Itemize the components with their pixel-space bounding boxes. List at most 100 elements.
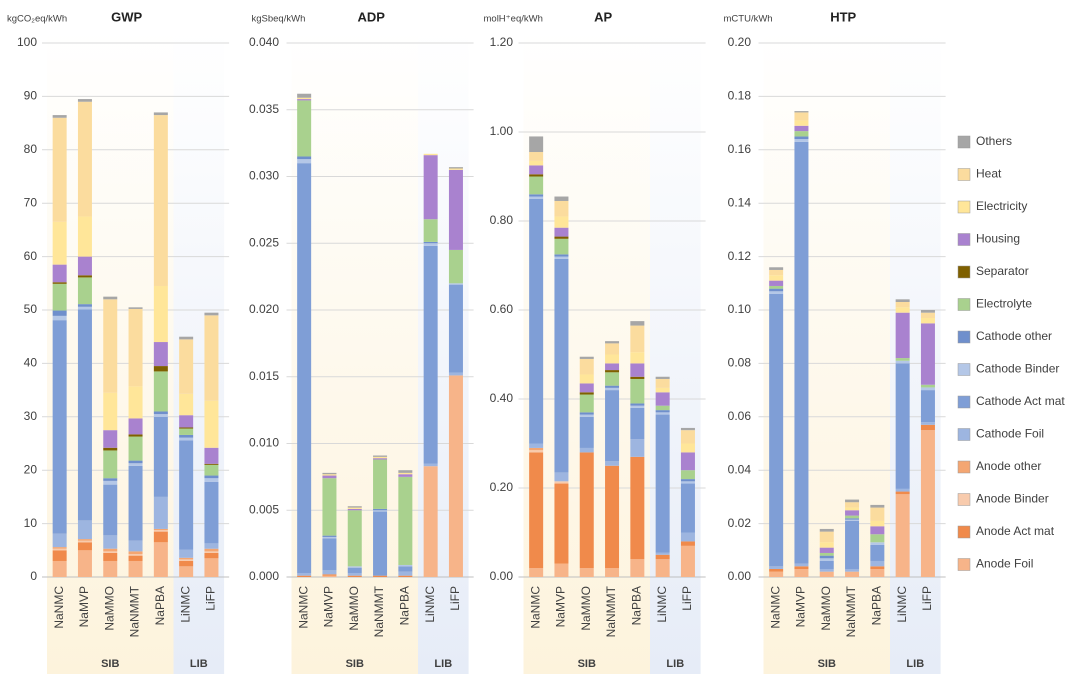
group-label: SIB [346, 658, 364, 670]
bar-segment [52, 282, 67, 284]
bar-segment [769, 288, 784, 292]
bar-segment [77, 306, 92, 310]
bar-segment [655, 378, 670, 388]
bar-segment [794, 139, 809, 142]
bar-segment [297, 163, 312, 573]
bar-segment [52, 117, 67, 222]
bar-segment [448, 249, 463, 284]
legend-label: Electricity [976, 199, 1027, 213]
legend-label: Cathode other [976, 329, 1052, 343]
bar-segment [347, 507, 362, 509]
group-label: SIB [578, 658, 596, 670]
bar-segment [322, 536, 337, 539]
bar-segment [769, 267, 784, 270]
y-tick-label: 30 [24, 409, 38, 423]
bar-segment [554, 563, 569, 577]
y-tick-label: 0.00 [490, 569, 514, 583]
bar-segment [920, 430, 935, 577]
y-tick-label: 0.010 [249, 436, 279, 450]
bar-segment [630, 456, 645, 560]
bar-segment [529, 450, 544, 453]
bar-segment [554, 483, 569, 564]
bar-segment [423, 155, 438, 220]
bar-segment [103, 430, 118, 448]
bar-segment [322, 575, 337, 577]
y-tick-label: 40 [24, 356, 38, 370]
bar-segment [52, 550, 67, 561]
bar-segment [680, 452, 695, 471]
bar-segment [920, 384, 935, 388]
bar-segment [204, 475, 219, 479]
bar-segment [204, 312, 219, 316]
x-tick-label: NaMVP [77, 586, 91, 627]
bar-segment [895, 491, 910, 495]
bar-segment [630, 559, 645, 577]
bar-segment [579, 412, 594, 415]
bar-segment [423, 241, 438, 244]
bar-segment [153, 496, 168, 529]
chart-title: HTP [830, 9, 856, 24]
bar-segment [77, 101, 92, 217]
y-axis-label: molH⁺eq/kWh [484, 14, 543, 25]
x-tick-label: NaPBA [630, 586, 644, 625]
bar-segment [920, 312, 935, 319]
bar-segment [448, 167, 463, 169]
bar-segment [579, 392, 594, 395]
bar-segment [920, 390, 935, 423]
bar-segment [794, 120, 809, 126]
legend-label: Anode Binder [976, 492, 1049, 506]
y-tick-label: 1.20 [490, 35, 514, 49]
bar-segment [128, 308, 143, 387]
bar-segment [179, 566, 194, 577]
legend-label: Anode Foil [976, 557, 1033, 571]
bar-segment [870, 507, 885, 521]
bar-segment [128, 386, 143, 419]
bar-segment [297, 572, 312, 576]
bar-segment [103, 299, 118, 393]
bar-segment [77, 277, 92, 305]
bar-segment [153, 342, 168, 367]
y-tick-label: 0.02 [728, 516, 752, 530]
bar-segment [895, 358, 910, 361]
bar-segment [52, 548, 67, 551]
bar-segment [128, 418, 143, 435]
bar-segment [554, 227, 569, 237]
bar-segment [845, 571, 860, 577]
bar-segment [554, 256, 569, 259]
bar-segment [373, 456, 388, 459]
bar-segment [322, 570, 337, 575]
bar-segment [895, 307, 910, 313]
bar-segment [895, 363, 910, 489]
bar-segment [579, 358, 594, 375]
y-tick-label: 1.00 [490, 124, 514, 138]
bar-segment [448, 375, 463, 577]
bar-segment [655, 376, 670, 379]
bar-segment [153, 112, 168, 116]
y-tick-label: 0.015 [249, 369, 279, 383]
bar-segment [204, 481, 219, 544]
legend-label: Cathode Binder [976, 362, 1059, 376]
y-tick-label: 0.10 [728, 302, 752, 316]
bar-segment [423, 153, 438, 156]
bar-segment [153, 411, 168, 415]
bar-segment [794, 111, 809, 113]
x-tick-label: NaPBA [870, 586, 884, 625]
bar-segment [630, 376, 645, 379]
bar-segment [605, 465, 620, 569]
bar-segment [128, 555, 143, 561]
bar-segment [179, 393, 194, 416]
bar-segment [448, 372, 463, 376]
bar-segment [819, 568, 834, 572]
y-tick-label: 80 [24, 142, 38, 156]
bar-segment [423, 243, 438, 246]
group-label: SIB [818, 658, 836, 670]
y-tick-label: 0.030 [249, 169, 279, 183]
bar-segment [895, 494, 910, 577]
bar-segment [347, 572, 362, 576]
legend-swatch [957, 460, 971, 474]
y-axis-label: kgCO₂eq/kWh [7, 14, 67, 25]
bar-segment [103, 548, 118, 552]
y-tick-label: 70 [24, 195, 38, 209]
bar-segment [680, 470, 695, 480]
y-tick-label: 0.12 [728, 249, 752, 263]
